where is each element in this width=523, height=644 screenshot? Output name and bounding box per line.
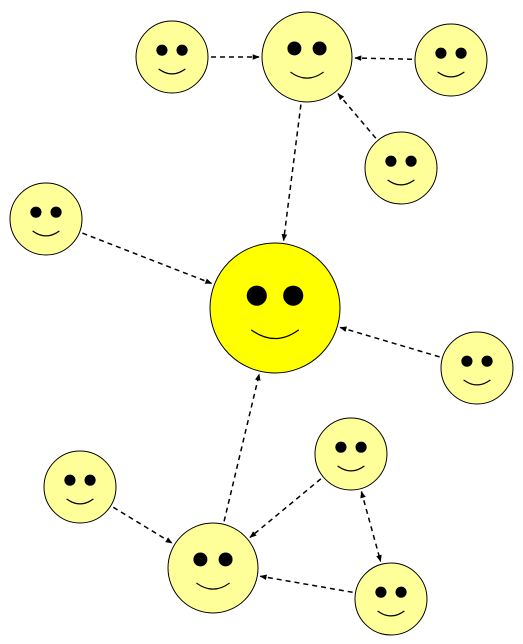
- mouth: [437, 71, 465, 78]
- edge-top-right-to-top-hub: [354, 55, 413, 61]
- face-circle: [167, 522, 259, 614]
- left-eye: [30, 206, 42, 218]
- right-eye: [50, 206, 62, 218]
- left-eye: [335, 441, 347, 453]
- left-eye: [461, 355, 473, 367]
- node-top-left-smiley-face-icon: [135, 20, 209, 94]
- node-mid-right-smiley-face-icon: [440, 331, 514, 405]
- right-eye: [176, 44, 188, 56]
- node-top-hub-smiley-face-icon: [261, 11, 353, 103]
- edge-bottom-hub-to-center: [223, 373, 261, 522]
- edge-bottom-mid-to-bottom-hub: [249, 478, 322, 538]
- mouth: [337, 465, 365, 472]
- left-eye: [64, 474, 76, 486]
- right-eye: [481, 355, 493, 367]
- face-circle: [414, 23, 488, 97]
- right-eye: [84, 474, 96, 486]
- right-eye: [395, 586, 407, 598]
- face-circle: [364, 131, 438, 205]
- node-top-lower-right-smiley-face-icon: [364, 131, 438, 205]
- node-bottom-right-smiley-face-icon: [354, 562, 428, 636]
- left-eye: [287, 41, 302, 56]
- mouth: [196, 582, 230, 590]
- mouth: [377, 610, 405, 617]
- face-circle: [440, 331, 514, 405]
- edge-mid-right-to-center: [339, 326, 440, 358]
- edge-bottom-left-to-bottom-hub: [112, 506, 173, 544]
- node-bottom-hub-smiley-face-icon: [167, 522, 259, 614]
- mouth: [463, 379, 491, 386]
- face-circle: [209, 242, 341, 374]
- node-center-smiley-face-icon: [209, 242, 341, 374]
- node-bottom-left-smiley-face-icon: [43, 450, 117, 524]
- face-circle: [314, 417, 388, 491]
- left-eye: [246, 285, 267, 306]
- mouth: [66, 498, 94, 505]
- right-eye: [218, 552, 233, 567]
- face-circle: [43, 450, 117, 524]
- right-eye: [283, 285, 304, 306]
- mouth: [387, 179, 415, 186]
- edge-bottom-mid-to-bottom-right: [360, 490, 382, 563]
- node-top-right-smiley-face-icon: [414, 23, 488, 97]
- node-bottom-mid-smiley-face-icon: [314, 417, 388, 491]
- left-eye: [156, 44, 168, 56]
- left-eye: [435, 47, 447, 59]
- nodes-layer: [9, 11, 514, 636]
- face-circle: [354, 562, 428, 636]
- right-eye: [405, 155, 417, 167]
- edge-bottom-right-to-bottom-hub: [259, 574, 353, 594]
- left-eye: [375, 586, 387, 598]
- face-circle: [9, 182, 83, 256]
- mouth: [32, 230, 60, 237]
- left-eye: [385, 155, 397, 167]
- face-circle: [135, 20, 209, 94]
- mouth: [251, 329, 299, 340]
- edge-top-hub-to-center: [281, 104, 302, 242]
- edge-top-lower-right-to-top-hub: [337, 93, 377, 139]
- right-eye: [355, 441, 367, 453]
- face-circle: [261, 11, 353, 103]
- edges-layer: [82, 54, 440, 594]
- left-eye: [193, 552, 208, 567]
- right-eye: [455, 47, 467, 59]
- right-eye: [312, 41, 327, 56]
- mouth: [158, 68, 186, 75]
- edge-mid-left-to-center: [82, 232, 213, 285]
- mouth: [290, 71, 324, 79]
- node-mid-left-smiley-face-icon: [9, 182, 83, 256]
